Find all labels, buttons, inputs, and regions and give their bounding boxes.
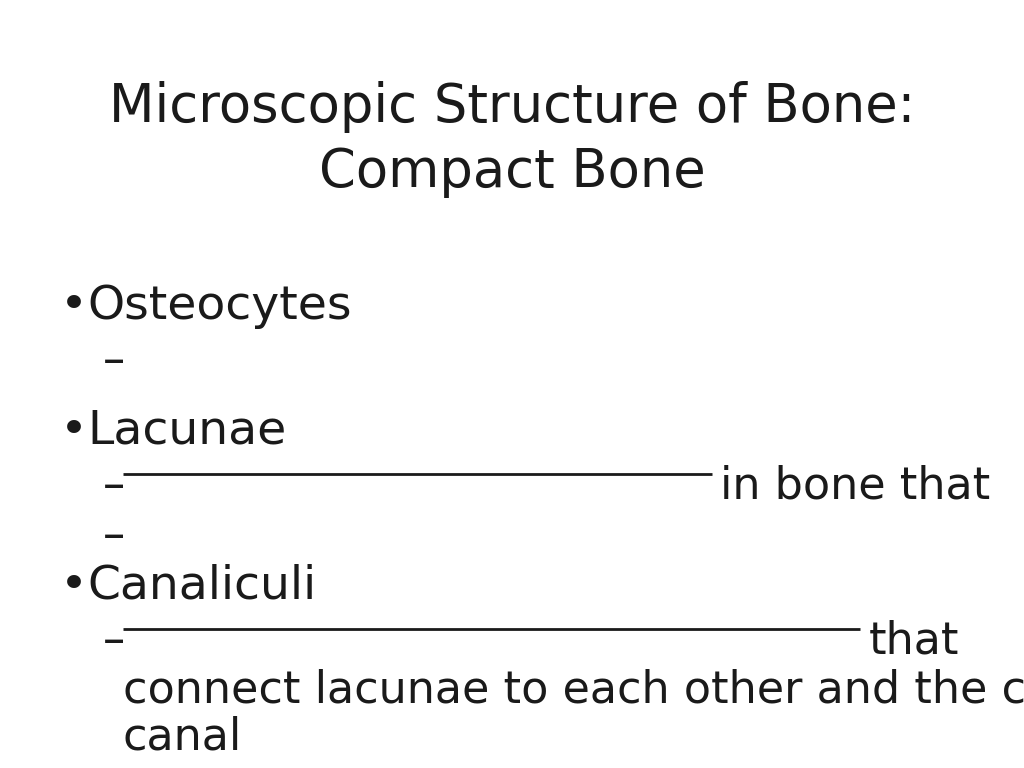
Text: canal: canal (123, 716, 242, 759)
Text: •: • (59, 564, 87, 609)
Text: –: – (102, 620, 125, 663)
Text: •: • (59, 409, 87, 454)
Text: •: • (59, 284, 87, 329)
Text: Osteocytes: Osteocytes (87, 284, 351, 329)
Text: Microscopic Structure of Bone:: Microscopic Structure of Bone: (109, 81, 915, 133)
Text: in bone that: in bone that (720, 465, 990, 508)
Text: Lacunae: Lacunae (87, 409, 287, 454)
Text: Compact Bone: Compact Bone (318, 146, 706, 198)
Text: –: – (102, 515, 125, 558)
Text: –: – (102, 465, 125, 508)
Text: that: that (868, 620, 958, 663)
Text: Canaliculi: Canaliculi (87, 564, 316, 609)
Text: –: – (102, 340, 125, 383)
Text: connect lacunae to each other and the central: connect lacunae to each other and the ce… (123, 668, 1024, 711)
